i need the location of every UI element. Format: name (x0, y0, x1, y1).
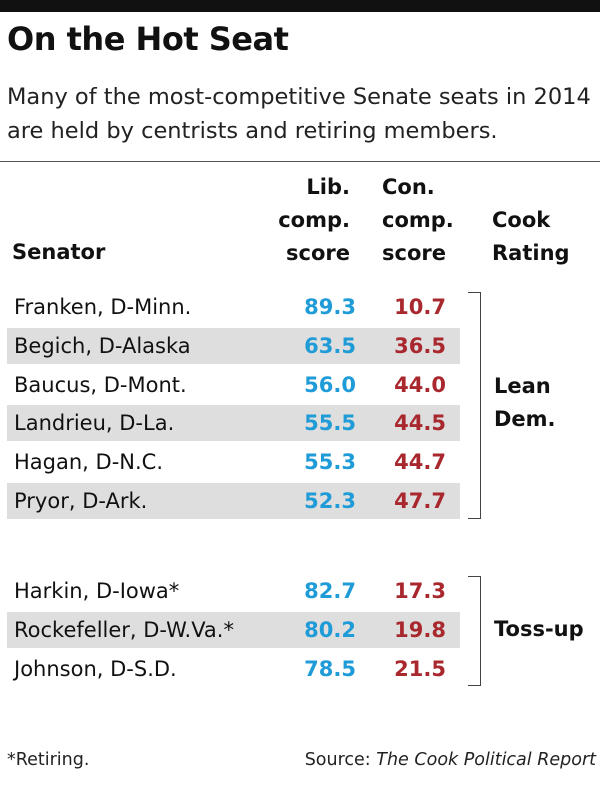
source-note: Source: The Cook Political Report (305, 750, 596, 770)
header-lib-line1: Lib. (306, 175, 350, 199)
senator-name: Landrieu, D-La. (14, 411, 175, 436)
rating-bracket (468, 576, 481, 687)
table-row: Rockefeller, D-W.Va.* 80.2 19.8 (7, 611, 460, 648)
cook-rating-line1: Toss-up (494, 616, 584, 641)
con-score: 21.5 (394, 656, 446, 681)
lib-score: 78.5 (304, 656, 356, 681)
table-row: Hagan, D-N.C. 55.3 44.7 (7, 444, 460, 480)
con-score: 36.5 (394, 333, 446, 358)
footnote: *Retiring. (7, 750, 90, 770)
cook-rating-line1: Lean (494, 374, 551, 399)
senator-name: Begich, D-Alaska (14, 333, 191, 358)
senator-name: Rockefeller, D-W.Va.* (14, 617, 234, 642)
header-cook-rating: Cook Rating (492, 204, 570, 270)
senator-name: Johnson, D-S.D. (14, 656, 177, 681)
senator-name: Pryor, D-Ark. (14, 489, 148, 513)
senator-name: Harkin, D-Iowa* (14, 579, 180, 603)
lib-score: 89.3 (304, 295, 356, 319)
header-cook-line2: Rating (492, 241, 570, 265)
source-name: The Cook Political Report (376, 750, 596, 770)
con-score: 10.7 (394, 295, 446, 319)
rating-bracket (468, 292, 481, 519)
header-lib-line2: comp. (278, 208, 350, 232)
chart-subtitle: Many of the most-competitive Senate seat… (7, 84, 591, 144)
lib-score: 63.5 (304, 333, 356, 358)
lib-score: 55.3 (304, 450, 356, 475)
header-lib-score: Lib. comp. score (258, 171, 350, 270)
table-row: Landrieu, D-La. 55.5 44.5 (7, 405, 460, 442)
con-score: 17.3 (394, 579, 446, 603)
con-score: 19.8 (394, 617, 446, 642)
lib-score: 82.7 (304, 579, 356, 603)
cook-rating-line2: Dem. (494, 407, 556, 432)
source-prefix: Source: (304, 750, 377, 770)
con-score: 44.7 (394, 450, 446, 475)
senator-name: Hagan, D-N.C. (14, 450, 163, 475)
lib-score: 80.2 (304, 617, 356, 642)
lib-score: 52.3 (304, 489, 356, 513)
chart-title: On the Hot Seat (7, 20, 289, 58)
cook-rating-label: Lean Dem. (494, 370, 556, 436)
top-bar (0, 0, 600, 12)
table-row: Baucus, D-Mont. 56.0 44.0 (7, 367, 460, 403)
header-con-line2: comp. (382, 208, 454, 232)
header-con-score: Con. comp. score (382, 171, 472, 270)
header-con-line3: score (382, 241, 446, 265)
table-row: Johnson, D-S.D. 78.5 21.5 (7, 651, 460, 687)
senator-name: Franken, D-Minn. (14, 295, 192, 319)
con-score: 44.0 (394, 372, 446, 397)
lib-score: 56.0 (304, 372, 356, 397)
header-senator: Senator (12, 240, 106, 264)
header-cook-line1: Cook (492, 208, 551, 232)
senator-name: Baucus, D-Mont. (14, 372, 187, 397)
table-row: Pryor, D-Ark. 52.3 47.7 (7, 483, 460, 519)
con-score: 47.7 (394, 489, 446, 513)
table-row: Harkin, D-Iowa* 82.7 17.3 (7, 573, 460, 609)
cook-rating-label: Toss-up (494, 613, 584, 646)
table-row: Begich, D-Alaska 63.5 36.5 (7, 327, 460, 364)
header-divider (0, 161, 600, 162)
table-row: Franken, D-Minn. 89.3 10.7 (7, 289, 460, 325)
header-con-line1: Con. (382, 175, 435, 199)
con-score: 44.5 (394, 411, 446, 436)
lib-score: 55.5 (304, 411, 356, 436)
header-lib-line3: score (286, 241, 350, 265)
